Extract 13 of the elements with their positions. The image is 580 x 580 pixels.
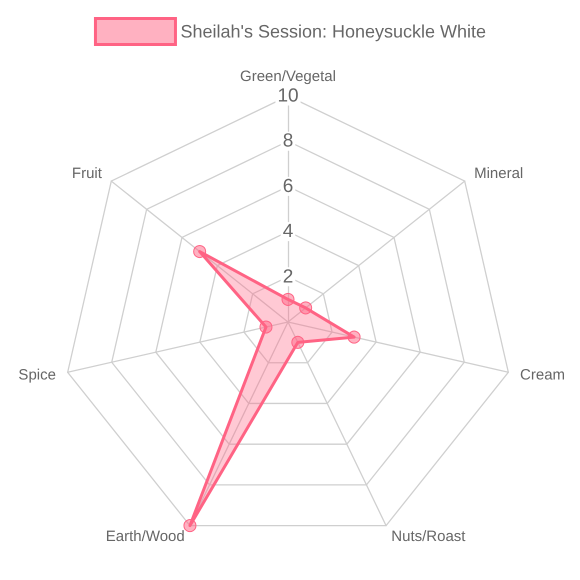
y-tick-label: 10 (277, 86, 299, 106)
y-tick-label: 6 (282, 176, 294, 197)
y-tick-label: 4 (282, 221, 294, 242)
spoke-label: Green/Vegetal (240, 68, 336, 85)
spoke-label: Earth/Wood (106, 528, 185, 545)
spoke-label: Cream (520, 366, 566, 384)
y-tick-label: 2 (282, 266, 294, 288)
y-tick-label: 8 (282, 130, 294, 152)
spoke-label: Spice (18, 366, 56, 384)
spoke-label: Fruit (72, 165, 103, 182)
legend-label: Sheilah's Session: Honeysuckle White (180, 22, 486, 42)
spoke-label: Nuts/Roast (391, 528, 466, 545)
spoke-label: Mineral (474, 165, 524, 182)
